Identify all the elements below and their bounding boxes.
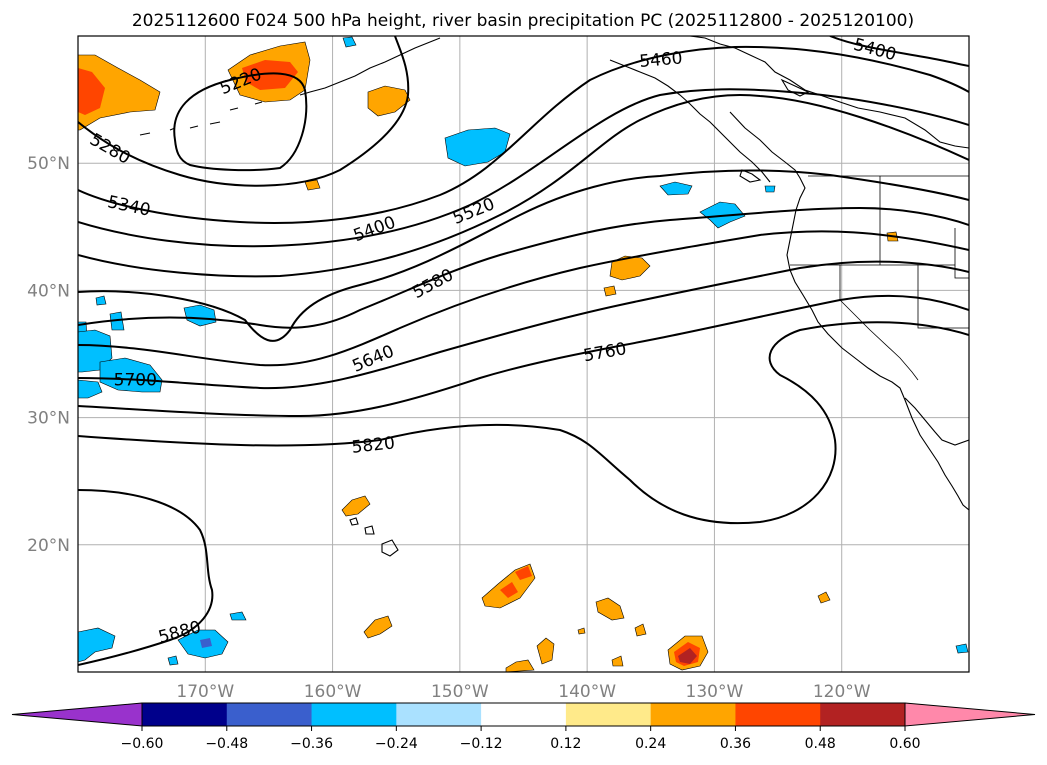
precip-negative-region (78, 379, 103, 399)
contour-5700 (78, 260, 969, 390)
contour-5580 (78, 206, 969, 329)
chart-title: 2025112600 F024 500 hPa height, river ba… (132, 11, 914, 31)
coastline-alaska-islands (609, 59, 771, 183)
colorbar-segment (481, 703, 567, 726)
precip-extreme-region (678, 648, 697, 664)
colorbar-segment (226, 703, 313, 726)
colorbar-tick-label: −0.12 (460, 736, 503, 752)
precip-positive-region (341, 495, 371, 517)
precip-negative-region (342, 36, 357, 48)
precip-strong-region (78, 68, 105, 115)
precip-negative-region (764, 185, 776, 193)
precip-positive-region (78, 54, 161, 131)
contour-5640 (78, 230, 969, 367)
contour-5340 (78, 45, 969, 224)
colorbar-segment (820, 703, 906, 726)
colorbar-tick-label: −0.60 (121, 736, 164, 752)
precip-positive-region (536, 637, 555, 665)
colorbar-segment (311, 703, 397, 726)
precip-positive-region (603, 285, 617, 297)
latitude-tick-labels: 20°N 30°N 40°N 50°N (27, 154, 70, 556)
lon-tick-label: 120°W (813, 682, 871, 702)
contour-5820-loop (78, 321, 969, 525)
colorbar-segment (142, 703, 228, 726)
contour-5520 (78, 169, 969, 342)
longitude-tick-labels: 170°W 160°W 150°W 140°W 130°W 120°W (176, 682, 870, 702)
map-panel (78, 36, 969, 672)
colorbar-segment (735, 703, 821, 726)
contour-5280 (78, 36, 410, 187)
lon-tick-label: 130°W (686, 682, 744, 702)
precipitation-pc-shading (78, 36, 969, 672)
contour-label: 5700 (114, 371, 157, 391)
contour-5880 (78, 489, 214, 666)
lat-tick-label: 30°N (27, 409, 70, 429)
lon-tick-label: 160°W (304, 682, 362, 702)
colorbar-tick-label: 0.60 (889, 736, 920, 752)
precip-negative-region (78, 627, 116, 663)
contour-5400 (78, 88, 969, 248)
contour-5460 (78, 94, 969, 278)
coastline-baja (904, 397, 969, 446)
colorbar-tick-label: 0.12 (550, 736, 581, 752)
precip-positive-region (367, 85, 411, 117)
contour-5760 (78, 294, 969, 418)
precip-positive-region (595, 597, 625, 621)
precip-positive-region (611, 655, 624, 667)
lon-tick-label: 150°W (431, 682, 489, 702)
precip-negative-region (99, 357, 163, 393)
contour-label: 5460 (639, 48, 684, 72)
colorbar: −0.60 −0.48 −0.36 −0.24 −0.12 0.12 0.24 0.36 0.4… (11, 702, 1036, 752)
precip-negative-region (955, 643, 969, 654)
coastline-aleutians (139, 37, 441, 136)
colorbar-tick-label: 0.48 (805, 736, 836, 752)
coastline-north-america (729, 111, 969, 511)
precip-negative-region (183, 304, 217, 327)
lon-tick-label: 140°W (558, 682, 616, 702)
lon-tick-label: 170°W (176, 682, 234, 702)
colorbar-segment (396, 703, 482, 726)
precip-positive-region (817, 591, 831, 604)
coastline-island (739, 169, 762, 183)
map-frame (77, 35, 970, 673)
precip-strong-region (515, 566, 532, 580)
colorbar-tick-label: 0.24 (635, 736, 666, 752)
colorbar-segment (565, 703, 652, 726)
precip-negative-region (659, 181, 693, 196)
lat-tick-label: 50°N (27, 154, 70, 174)
contour-5220 (173, 72, 308, 172)
lat-tick-label: 40°N (27, 281, 70, 301)
colorbar-tick-label: −0.48 (205, 736, 248, 752)
contour-5400 (829, 36, 969, 67)
colorbar-frame (141, 702, 906, 727)
colorbar-tick-label: −0.24 (375, 736, 418, 752)
colorbar-over-extend (904, 702, 1036, 727)
precip-negative-region (95, 295, 107, 306)
colorbar-tick-label: −0.36 (290, 736, 333, 752)
colorbar-under-extend (11, 702, 143, 727)
precip-positive-region (505, 659, 535, 672)
contour-label: 5820 (351, 433, 396, 457)
colorbar-tick-label: 0.36 (720, 736, 751, 752)
precip-moderate-negative-region (200, 638, 212, 648)
precip-strong-region (242, 60, 298, 90)
height-contours (78, 36, 969, 666)
lat-tick-label: 20°N (27, 536, 70, 556)
precip-negative-region (167, 655, 179, 666)
precip-negative-region (229, 611, 247, 621)
precip-positive-region (363, 615, 393, 639)
precip-positive-region (577, 627, 586, 635)
precip-strong-region (500, 582, 518, 598)
coastline-hawaii (349, 517, 399, 557)
precip-positive-region (609, 255, 651, 281)
colorbar-segment (650, 703, 736, 726)
precip-positive-region (634, 623, 647, 637)
